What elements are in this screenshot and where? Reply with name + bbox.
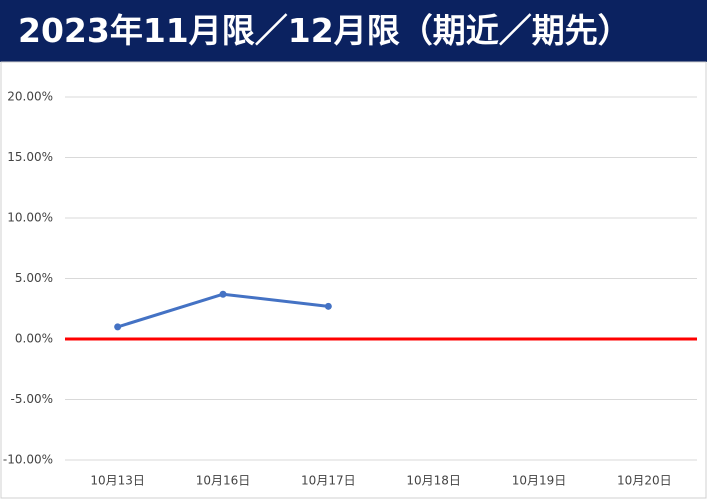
x-tick-label: 10月17日 (301, 474, 356, 488)
y-tick-label: 5.00% (15, 271, 53, 285)
data-point (219, 290, 227, 298)
y-tick-label: 20.00% (7, 90, 53, 104)
x-tick-label: 10月19日 (512, 474, 567, 488)
series-line (117, 292, 329, 329)
y-tick-label: -10.00% (3, 453, 53, 467)
x-tick-label: 10月20日 (617, 474, 672, 488)
x-tick-label: 10月16日 (196, 474, 251, 488)
data-point (114, 323, 122, 331)
chart-title: 2023年11月限／12月限（期近／期先） (0, 0, 707, 62)
y-tick-label: 0.00% (15, 332, 53, 346)
y-tick-label: 15.00% (7, 150, 53, 164)
x-tick-label: 10月18日 (406, 474, 461, 488)
chart-border (0, 61, 707, 499)
y-tick-label: -5.00% (11, 392, 53, 406)
y-tick-label: 10.00% (7, 211, 53, 225)
data-point (324, 302, 332, 310)
x-tick-label: 10月13日 (90, 474, 145, 488)
